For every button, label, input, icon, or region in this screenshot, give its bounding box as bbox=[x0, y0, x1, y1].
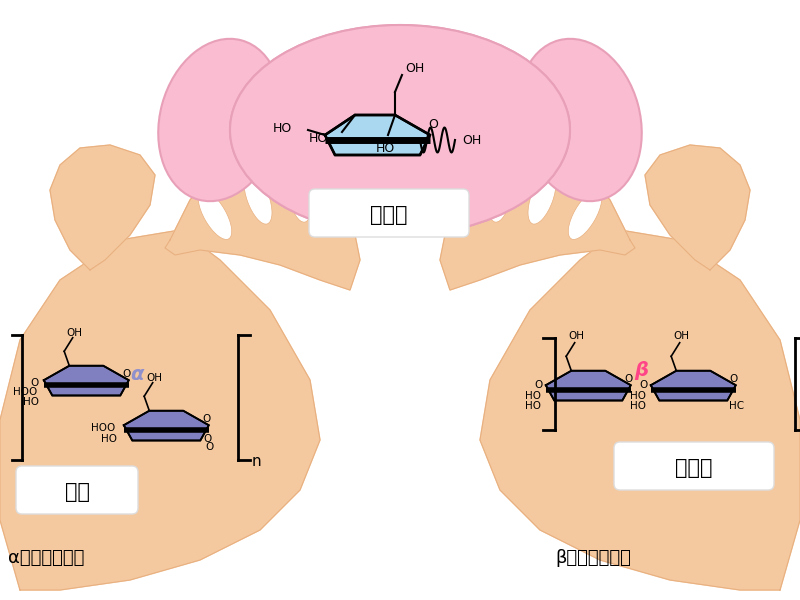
Text: OH: OH bbox=[146, 373, 162, 383]
Text: HOO: HOO bbox=[13, 387, 37, 397]
Text: 葡萄糖: 葡萄糖 bbox=[370, 205, 408, 225]
Text: HOO: HOO bbox=[91, 423, 115, 433]
Text: O: O bbox=[30, 378, 38, 388]
Polygon shape bbox=[440, 145, 635, 290]
Text: OH: OH bbox=[674, 331, 690, 341]
Text: n: n bbox=[252, 455, 262, 469]
Polygon shape bbox=[165, 145, 360, 290]
Text: α－變旋異構物: α－變旋異構物 bbox=[8, 549, 84, 567]
Polygon shape bbox=[50, 145, 155, 270]
Ellipse shape bbox=[488, 168, 512, 222]
Text: HO: HO bbox=[525, 401, 541, 410]
Polygon shape bbox=[480, 230, 800, 590]
Ellipse shape bbox=[198, 191, 232, 239]
Ellipse shape bbox=[288, 168, 312, 222]
FancyBboxPatch shape bbox=[16, 466, 138, 514]
Text: HO: HO bbox=[630, 401, 646, 410]
Text: OH: OH bbox=[405, 61, 424, 74]
Text: HO: HO bbox=[101, 434, 117, 444]
Text: α: α bbox=[130, 365, 144, 384]
Text: O: O bbox=[729, 374, 738, 384]
Text: HC: HC bbox=[729, 401, 744, 410]
Text: β: β bbox=[634, 361, 648, 380]
Text: O: O bbox=[204, 434, 212, 444]
Text: O: O bbox=[122, 369, 130, 379]
Ellipse shape bbox=[230, 25, 570, 235]
Text: HO: HO bbox=[273, 121, 292, 134]
Text: O: O bbox=[202, 414, 210, 424]
Text: OH: OH bbox=[66, 328, 82, 338]
Polygon shape bbox=[651, 371, 736, 401]
Text: O: O bbox=[206, 442, 214, 452]
Text: O: O bbox=[534, 380, 542, 390]
Ellipse shape bbox=[244, 172, 272, 224]
Ellipse shape bbox=[230, 25, 570, 235]
Text: HO: HO bbox=[309, 131, 328, 145]
FancyBboxPatch shape bbox=[309, 189, 469, 237]
Text: OH: OH bbox=[568, 331, 584, 341]
Ellipse shape bbox=[568, 191, 602, 239]
Polygon shape bbox=[0, 230, 320, 590]
Text: O: O bbox=[639, 380, 647, 390]
Text: HO: HO bbox=[22, 397, 38, 407]
Ellipse shape bbox=[528, 172, 556, 224]
Text: HO: HO bbox=[525, 391, 541, 401]
Polygon shape bbox=[546, 371, 630, 401]
Polygon shape bbox=[325, 115, 430, 155]
FancyBboxPatch shape bbox=[614, 442, 774, 490]
Text: HO: HO bbox=[375, 142, 394, 154]
Polygon shape bbox=[44, 366, 129, 395]
Text: O: O bbox=[428, 118, 438, 131]
Ellipse shape bbox=[158, 39, 282, 201]
Text: 澱粉: 澱粉 bbox=[66, 482, 90, 502]
Polygon shape bbox=[645, 145, 750, 270]
Text: O: O bbox=[624, 374, 632, 384]
Text: β－變旋異構物: β－變旋異構物 bbox=[555, 549, 631, 567]
Text: OH: OH bbox=[462, 133, 482, 146]
Ellipse shape bbox=[518, 39, 642, 201]
Polygon shape bbox=[124, 411, 209, 440]
Text: HO: HO bbox=[630, 391, 646, 401]
Text: 纖維素: 纖維素 bbox=[675, 458, 713, 478]
